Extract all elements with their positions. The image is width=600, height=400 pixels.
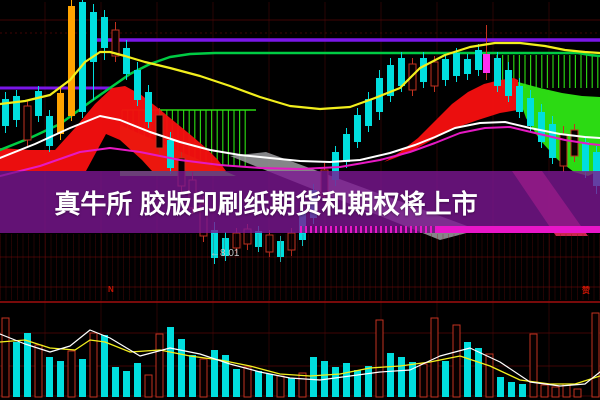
low-price-label: ←8.01 [210,248,240,259]
magenta-tick-strip [300,226,437,233]
magenta-solid-strip [437,226,600,233]
banner-headline: 真牛所 胶版印刷纸期货和期权将上市 [54,188,478,219]
watermark-glyph-right: 赞 [582,286,590,295]
watermark-glyph-left: N [108,285,114,294]
news-banner[interactable]: 真牛所 胶版印刷纸期货和期权将上市 [0,171,600,233]
